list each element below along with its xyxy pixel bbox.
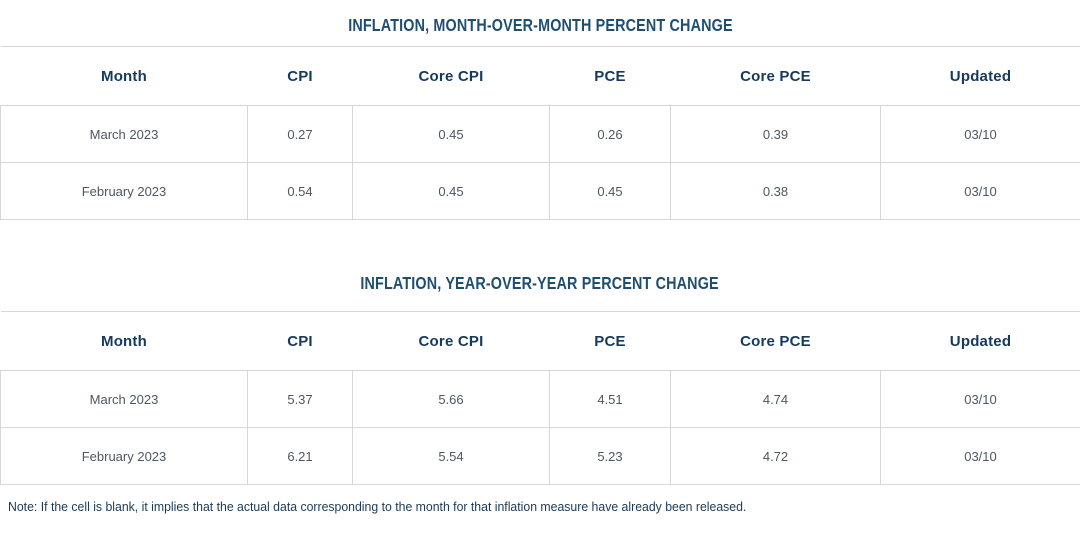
yoy-march-core-cpi-cell: 5.66 [352,370,550,428]
mom-row-february-2023: February 2023 0.54 0.45 0.45 0.38 03/10 [0,162,1080,220]
yoy-col-header-month: Month [0,311,248,371]
yoy-march-pce-cell: 4.51 [549,370,671,428]
mom-table-title-text: INFLATION, MONTH-OVER-MONTH PERCENT CHAN… [347,15,733,35]
mom-table: Month CPI Core CPI PCE Core PCE Updated … [0,46,1080,220]
mom-col-header-updated: Updated [880,46,1080,106]
yoy-march-core-pce-cell: 4.74 [670,370,881,428]
yoy-feb-pce-cell: 5.23 [549,427,671,485]
yoy-table-section: INFLATION, YEAR-OVER-YEAR PERCENT CHANGE… [0,268,1080,485]
mom-feb-core-pce-cell: 0.38 [670,162,881,220]
mom-col-header-core-cpi: Core CPI [352,46,550,106]
mom-table-section: INFLATION, MONTH-OVER-MONTH PERCENT CHAN… [0,0,1080,220]
yoy-row-february-2023: February 2023 6.21 5.54 5.23 4.72 03/10 [0,427,1080,485]
mom-feb-updated-cell: 03/10 [880,162,1080,220]
mom-march-core-cpi-cell: 0.45 [352,105,550,163]
yoy-feb-cpi-cell: 6.21 [247,427,353,485]
yoy-table: Month CPI Core CPI PCE Core PCE Updated … [0,311,1080,485]
yoy-march-cpi-cell: 5.37 [247,370,353,428]
inflation-tables-page: INFLATION, MONTH-OVER-MONTH PERCENT CHAN… [0,0,1080,514]
mom-march-core-pce-cell: 0.39 [670,105,881,163]
yoy-col-header-cpi: CPI [247,311,353,371]
mom-feb-cpi-cell: 0.54 [247,162,353,220]
mom-col-header-month: Month [0,46,248,106]
yoy-table-title-text: INFLATION, YEAR-OVER-YEAR PERCENT CHANGE [360,273,720,293]
yoy-header-row: Month CPI Core CPI PCE Core PCE Updated [0,311,1080,371]
yoy-col-header-core-cpi: Core CPI [352,311,550,371]
yoy-feb-month-cell: February 2023 [0,427,248,485]
mom-feb-month-cell: February 2023 [0,162,248,220]
yoy-row-march-2023: March 2023 5.37 5.66 4.51 4.74 03/10 [0,370,1080,428]
mom-march-cpi-cell: 0.27 [247,105,353,163]
yoy-march-updated-cell: 03/10 [880,370,1080,428]
yoy-col-header-pce: PCE [549,311,671,371]
yoy-march-month-cell: March 2023 [0,370,248,428]
mom-header-row: Month CPI Core CPI PCE Core PCE Updated [0,46,1080,106]
mom-row-march-2023: March 2023 0.27 0.45 0.26 0.39 03/10 [0,105,1080,163]
yoy-col-header-updated: Updated [880,311,1080,371]
yoy-col-header-core-pce: Core PCE [670,311,881,371]
yoy-feb-core-pce-cell: 4.72 [670,427,881,485]
mom-march-updated-cell: 03/10 [880,105,1080,163]
yoy-feb-updated-cell: 03/10 [880,427,1080,485]
mom-col-header-pce: PCE [549,46,671,106]
mom-feb-core-cpi-cell: 0.45 [352,162,550,220]
yoy-table-title: INFLATION, YEAR-OVER-YEAR PERCENT CHANGE [0,268,1080,311]
mom-feb-pce-cell: 0.45 [549,162,671,220]
yoy-feb-core-cpi-cell: 5.54 [352,427,550,485]
mom-table-title: INFLATION, MONTH-OVER-MONTH PERCENT CHAN… [0,0,1080,46]
mom-col-header-core-pce: Core PCE [670,46,881,106]
footnote: Note: If the cell is blank, it implies t… [8,499,1080,514]
mom-march-pce-cell: 0.26 [549,105,671,163]
mom-march-month-cell: March 2023 [0,105,248,163]
footnote-text: Note: If the cell is blank, it implies t… [8,499,747,514]
mom-col-header-cpi: CPI [247,46,353,106]
